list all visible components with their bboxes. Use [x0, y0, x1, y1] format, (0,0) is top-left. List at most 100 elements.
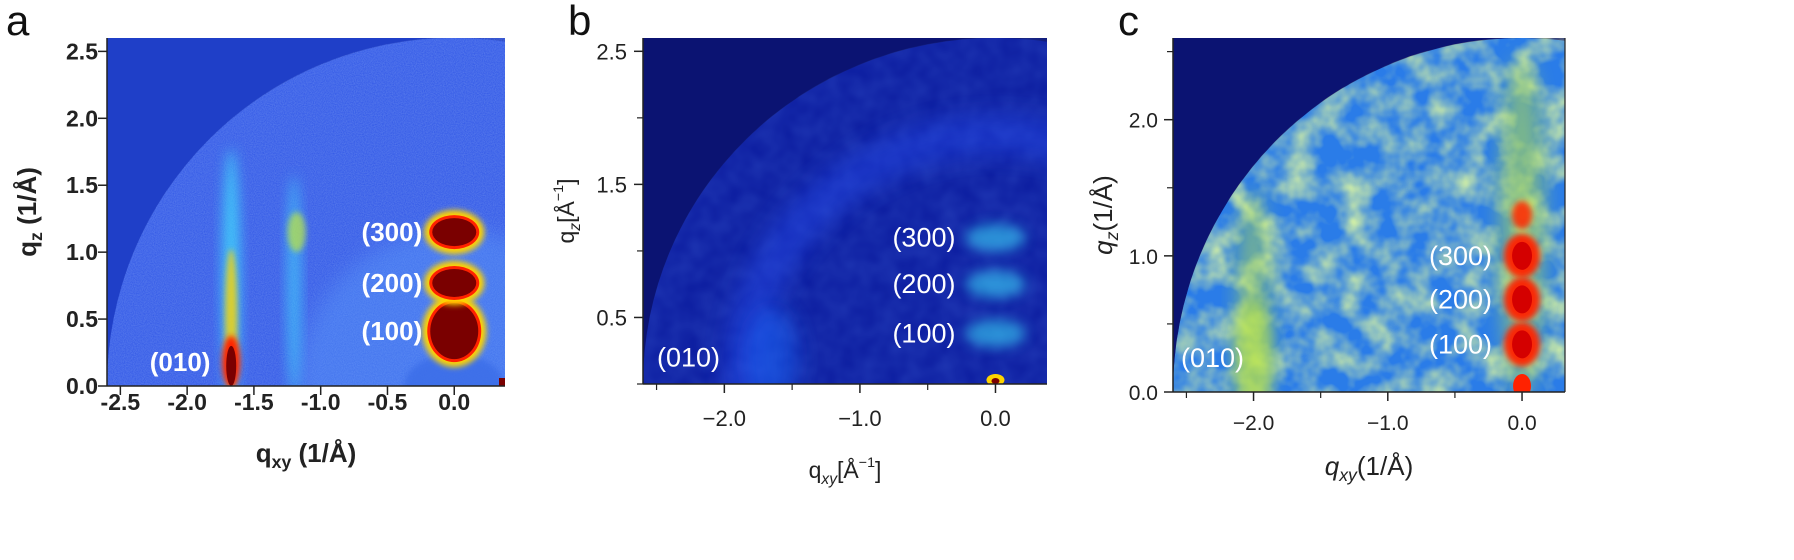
- axes-a: -2.5 -2.0 -1.5 -1.0 -0.5 0.0 0.0 0.5 1.0 1.5 2.0 2.…: [12, 38, 505, 472]
- peak-b-010: [745, 307, 798, 384]
- x-tick-label: -1.0: [301, 389, 341, 415]
- y-axis-label-unit: [Å: [552, 200, 579, 222]
- beamstop-shadow: [404, 354, 505, 386]
- peak-b-100: [965, 319, 1026, 348]
- panel-c: (010) (100) (200) (300) −2.0 −1.0 0.0 0.0 1.0 2.0…: [1088, 38, 1566, 485]
- peak-c-300: [1504, 233, 1541, 278]
- x-axis-label-main: q: [1325, 451, 1340, 481]
- x-axis-label-exp: −1: [859, 455, 875, 471]
- peak-c-010: [1233, 297, 1274, 392]
- peak-a-200: [424, 260, 485, 305]
- peak-label-a-010: (010): [150, 347, 211, 377]
- plot-area-b: [643, 38, 1047, 384]
- peak-core: [226, 345, 237, 386]
- peak-a-010: [222, 335, 241, 386]
- peak-glow: [745, 307, 798, 384]
- plot-area-c: [1173, 38, 1565, 392]
- y-axis-label-unit: (1/Å): [12, 167, 42, 232]
- y-axis-label-main: q: [553, 231, 579, 244]
- peak-label-a-100: (100): [362, 316, 423, 346]
- x-axis-label-sub: xy: [820, 471, 838, 488]
- y-tick-label: 0.0: [1129, 382, 1158, 405]
- peak-b-200: [965, 270, 1026, 299]
- y-tick-label: 1.0: [1129, 246, 1158, 269]
- x-axis-label-unit: (1/Å): [1357, 451, 1413, 481]
- y-tick-label: 0.5: [596, 305, 627, 330]
- y-tick-label: 1.5: [66, 172, 98, 198]
- y-axis-label-close: ]: [553, 179, 579, 185]
- peak-glow: [1233, 297, 1274, 392]
- beam-spot: [1513, 374, 1532, 392]
- x-axis-label: qxy(1/Å): [1325, 451, 1413, 485]
- x-axis-label: qxy (1/Å): [256, 438, 357, 472]
- outside-mask: [107, 38, 437, 386]
- x-tick-label: -1.5: [234, 389, 274, 415]
- spot-secondary: [287, 212, 306, 253]
- x-tick-label: −1.0: [1367, 412, 1408, 435]
- y-tick-label: 2.0: [1129, 110, 1158, 133]
- peak-b-300: [965, 223, 1026, 252]
- plot-area-a: [107, 38, 505, 386]
- peak-c-100: [1504, 322, 1541, 367]
- x-axis-label-sub: xy: [272, 452, 292, 472]
- x-tick-label: 0.0: [1507, 412, 1536, 435]
- x-axis-label-close: ]: [875, 457, 881, 483]
- y-tick-label: 2.5: [66, 38, 98, 64]
- x-tick-label: −2.0: [703, 406, 746, 431]
- diffuse-ring: [721, 114, 1047, 384]
- x-axis-label-main: q: [809, 457, 822, 483]
- peak-core: [1512, 330, 1533, 359]
- y-axis-label-main: q: [1088, 240, 1118, 255]
- x-tick-label: 0.0: [980, 406, 1011, 431]
- peak-core: [432, 218, 477, 247]
- y-axis-label-sub: z: [567, 223, 584, 232]
- y-axis-label-main: q: [12, 241, 42, 257]
- x-tick-label: −2.0: [1233, 412, 1274, 435]
- peak-glow: [965, 270, 1026, 299]
- peak-label-b-010: (010): [657, 342, 720, 372]
- peak-core: [1512, 241, 1533, 270]
- y-axis-label-exp: −1: [551, 185, 567, 201]
- peak-core: [1512, 285, 1533, 314]
- y-tick-label: 0.0: [66, 373, 98, 399]
- peak-a-300: [424, 210, 485, 255]
- peak-label-a-200: (200): [362, 268, 423, 298]
- panel-label-c: c: [1118, 0, 1139, 44]
- peak-label-a-300: (300): [362, 217, 423, 247]
- peak-label-c-010: (010): [1181, 343, 1244, 373]
- panel-a: (010) (100) (200) (300) -2.5 -2.0 -1.5 -1.0 -0.5…: [12, 38, 505, 472]
- y-tick-label: 2.0: [66, 105, 98, 131]
- y-tick-label: 1.5: [596, 172, 627, 197]
- peak-label-b-200: (200): [892, 269, 955, 299]
- peak-c-200: [1504, 277, 1541, 322]
- x-axis-label-main: q: [256, 438, 272, 468]
- peak-label-c-300: (300): [1429, 241, 1492, 271]
- x-tick-label: -2.5: [101, 389, 141, 415]
- beam-spot-core: [991, 378, 1000, 384]
- peak-core: [432, 268, 477, 297]
- outside-mask: [643, 38, 978, 384]
- peak-a-100: [422, 295, 487, 368]
- x-tick-label: -2.0: [167, 389, 207, 415]
- x-axis-label-unit: (1/Å): [291, 438, 356, 468]
- x-axis-label-unit: [Å: [837, 456, 859, 483]
- panel-b: (010) (100) (200) (300) −2.0 −1.0 0.0 0.5 1.5 2.5…: [551, 38, 1047, 488]
- streak-secondary: [286, 175, 301, 386]
- peak-label-c-200: (200): [1429, 284, 1492, 314]
- panel-label-b: b: [568, 0, 592, 44]
- peak-glow: [965, 319, 1026, 348]
- peak-extra: [1512, 201, 1533, 229]
- y-axis-label: qz[Å−1]: [551, 179, 584, 244]
- x-tick-label: 0.0: [438, 389, 470, 415]
- y-axis-label-unit: (1/Å): [1088, 175, 1118, 231]
- outside-mask: [1173, 38, 1505, 392]
- noise-texture: [1173, 38, 1565, 392]
- peak-core: [430, 303, 479, 360]
- x-axis-label-sub: xy: [1338, 465, 1358, 485]
- peak-glow: [965, 223, 1026, 252]
- x-tick-label: −1.0: [838, 406, 881, 431]
- y-tick-label: 2.5: [596, 39, 627, 64]
- peak-label-b-100: (100): [892, 318, 955, 348]
